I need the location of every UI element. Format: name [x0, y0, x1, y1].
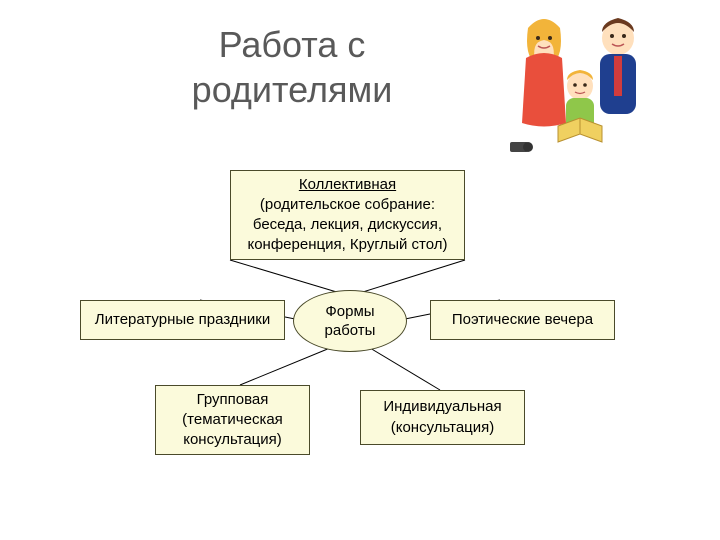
diagram-container: Коллективная (родительское собрание: бес… — [0, 160, 720, 520]
page-title: Работа с родителями — [172, 22, 412, 112]
node-group-line1: Групповая — [197, 390, 269, 410]
node-individual: Индивидуальная (консультация) — [360, 390, 525, 445]
node-collective-heading: Коллективная — [299, 175, 396, 195]
family-reading-icon — [500, 8, 660, 158]
node-group-line2: (тематическая — [182, 410, 283, 430]
node-center-line2: работы — [325, 321, 376, 341]
node-poetry: Поэтические вечера — [430, 300, 615, 340]
node-collective: Коллективная (родительское собрание: бес… — [230, 170, 465, 260]
node-individual-line1: Индивидуальная — [383, 397, 501, 417]
node-collective-line3: беседа, лекция, дискуссия, — [253, 215, 442, 235]
node-individual-line2: (консультация) — [391, 418, 495, 438]
node-center: Формы работы — [293, 290, 407, 352]
node-poetry-label: Поэтические вечера — [452, 310, 593, 330]
node-literary: Литературные праздники — [80, 300, 285, 340]
node-group-line3: консультация) — [183, 430, 282, 450]
node-literary-label: Литературные праздники — [95, 310, 270, 330]
node-group: Групповая (тематическая консультация) — [155, 385, 310, 455]
node-collective-line4: конференция, Круглый стол) — [247, 235, 447, 255]
node-center-line1: Формы — [325, 302, 374, 322]
node-collective-line2: (родительское собрание: — [260, 195, 435, 215]
